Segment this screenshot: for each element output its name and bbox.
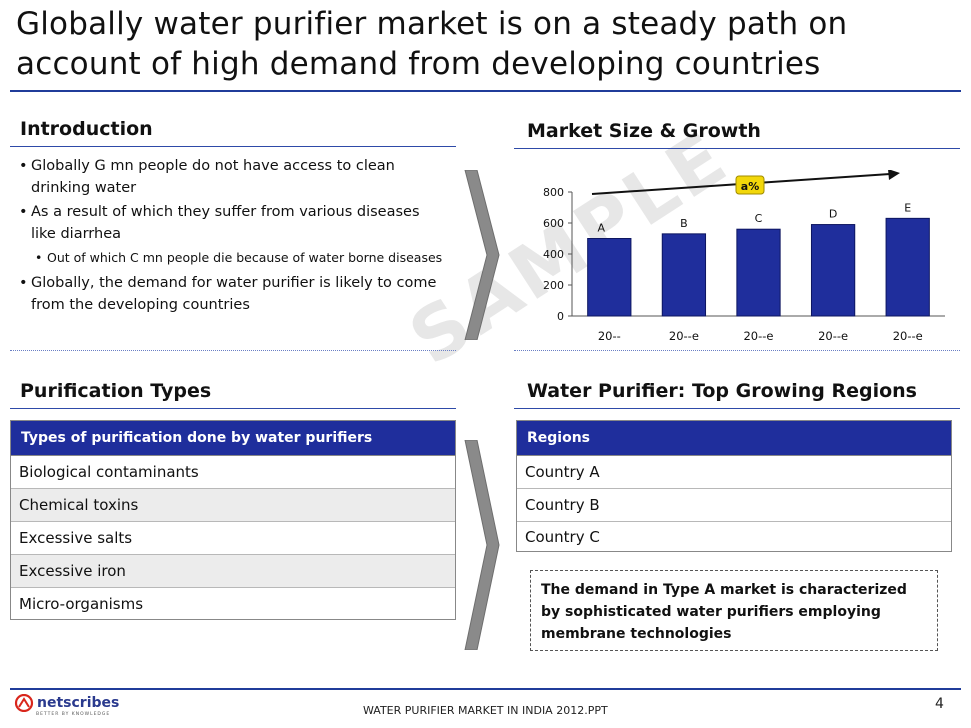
market-bottom-rule xyxy=(514,350,960,351)
insight-callout: The demand in Type A market is character… xyxy=(530,570,938,651)
top-regions-heading: Water Purifier: Top Growing Regions xyxy=(527,380,917,402)
table-header: Types of purification done by water puri… xyxy=(11,421,455,456)
bar-data-label: E xyxy=(904,201,911,214)
table-row: Country A xyxy=(517,456,951,489)
x-tick-label: 20-- xyxy=(598,329,621,343)
bar xyxy=(661,233,707,317)
purification-types-table: Types of purification done by water puri… xyxy=(10,420,456,620)
y-tick-label: 0 xyxy=(557,310,564,323)
logo-tagline: BETTER BY KNOWLEDGE xyxy=(36,712,111,717)
arrow-head-icon xyxy=(888,170,900,180)
netscribes-logo: netscribes BETTER BY KNOWLEDGE xyxy=(14,694,120,717)
table-row: Biological contaminants xyxy=(11,456,455,489)
market-heading-rule xyxy=(514,148,960,149)
cagr-label: a% xyxy=(741,180,759,193)
introduction-heading: Introduction xyxy=(20,118,153,140)
slide-title: Globally water purifier market is on a s… xyxy=(16,6,848,82)
intro-bullet: As a result of which they suffer from va… xyxy=(17,201,447,245)
market-size-heading: Market Size & Growth xyxy=(527,120,761,142)
y-tick-label: 400 xyxy=(543,248,564,261)
y-tick-label: 800 xyxy=(543,186,564,199)
bar xyxy=(587,238,632,317)
title-divider xyxy=(10,90,961,92)
netscribes-logo-icon xyxy=(14,694,34,712)
purification-types-heading: Purification Types xyxy=(20,380,212,402)
bar xyxy=(810,224,856,317)
chevron-right-icon xyxy=(464,170,500,340)
bar xyxy=(885,217,930,317)
cagr-badge xyxy=(735,175,765,195)
table-row: Chemical toxins xyxy=(11,489,455,522)
y-tick-label: 600 xyxy=(543,217,564,230)
table-row: Country C xyxy=(525,527,600,546)
footer-divider xyxy=(10,688,961,690)
x-tick-label: 20--e xyxy=(743,329,773,343)
x-tick-label: 20--e xyxy=(669,329,699,343)
table-row: Micro-organisms xyxy=(19,594,144,613)
introduction-heading-rule xyxy=(10,146,456,147)
bar-data-label: A xyxy=(598,222,606,235)
intro-sub-bullet: Out of which C mn people die because of … xyxy=(17,249,447,266)
x-tick-label: 20--e xyxy=(893,329,923,343)
intro-bullet: Globally, the demand for water purifier … xyxy=(17,272,447,316)
footer-filename: WATER PURIFIER MARKET IN INDIA 2012.PPT xyxy=(363,704,608,717)
bar xyxy=(736,228,781,317)
intro-bullet: Globally G mn people do not have access … xyxy=(17,155,447,199)
market-size-bar-chart: 0 200 400 600 800 A 20-- B 20--e C 20--e D 20--e E 20… xyxy=(543,170,945,343)
y-tick-label: 200 xyxy=(543,279,564,292)
table-header: Regions xyxy=(517,421,951,456)
bar-data-label: C xyxy=(755,212,763,225)
bar-data-label: D xyxy=(829,208,837,221)
regions-heading-rule xyxy=(514,408,960,409)
x-tick-label: 20--e xyxy=(818,329,848,343)
introduction-bottom-rule xyxy=(10,350,456,351)
purification-heading-rule xyxy=(10,408,456,409)
table-row: Country B xyxy=(517,489,951,522)
chevron-right-icon xyxy=(464,440,500,650)
logo-wordmark: netscribes xyxy=(37,695,120,711)
introduction-bullets: Globally G mn people do not have access … xyxy=(17,155,447,316)
bar-data-label: B xyxy=(680,217,688,230)
page-number: 4 xyxy=(935,696,944,712)
table-row: Excessive iron xyxy=(11,555,455,588)
regions-table: Regions Country A Country B Country C xyxy=(516,420,952,552)
table-row: Excessive salts xyxy=(11,522,455,555)
